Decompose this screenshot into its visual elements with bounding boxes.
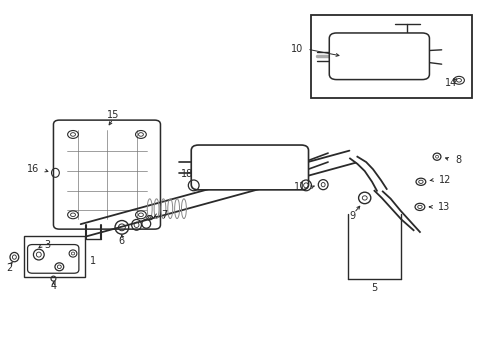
Text: 6: 6 <box>119 236 125 246</box>
FancyBboxPatch shape <box>53 120 160 229</box>
Text: 13: 13 <box>438 202 450 212</box>
FancyBboxPatch shape <box>27 244 79 273</box>
Text: 4: 4 <box>50 281 56 291</box>
Text: 2: 2 <box>6 263 13 273</box>
Text: 11: 11 <box>294 182 306 192</box>
Bar <box>196 148 228 167</box>
Text: 5: 5 <box>371 283 378 293</box>
Text: 17: 17 <box>195 175 207 185</box>
Text: 15: 15 <box>107 111 119 121</box>
Bar <box>311 15 472 98</box>
Bar <box>24 235 85 277</box>
FancyBboxPatch shape <box>329 33 429 80</box>
Text: 7: 7 <box>161 210 167 220</box>
Text: 12: 12 <box>439 175 451 185</box>
Text: 10: 10 <box>292 44 304 54</box>
Text: 18: 18 <box>181 168 194 179</box>
Text: 16: 16 <box>26 164 39 174</box>
Text: 8: 8 <box>455 155 461 165</box>
Text: 9: 9 <box>349 211 356 221</box>
Text: 1: 1 <box>90 256 96 266</box>
FancyBboxPatch shape <box>191 145 309 190</box>
Text: 3: 3 <box>45 239 51 249</box>
Text: 14: 14 <box>445 78 458 88</box>
